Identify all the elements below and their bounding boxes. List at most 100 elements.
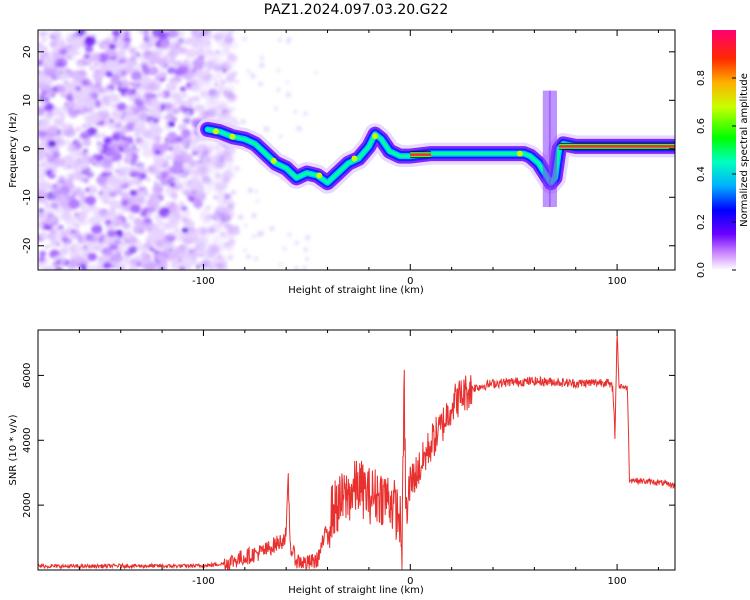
noise-blob	[75, 211, 88, 222]
noise-blob	[188, 37, 200, 46]
noise-blob	[48, 148, 53, 152]
noise-blob	[216, 185, 223, 191]
noise-blob	[58, 48, 68, 56]
noise-blob	[79, 94, 88, 101]
ridge-hotspot	[229, 133, 236, 140]
noise-blob	[219, 221, 224, 226]
noise-blob	[246, 69, 251, 74]
noise-blob	[112, 262, 121, 270]
noise-blob	[251, 234, 256, 239]
noise-blob	[72, 166, 80, 173]
y-tick-label: 6000	[22, 363, 33, 388]
noise-blob	[222, 93, 227, 98]
noise-blob	[178, 266, 186, 270]
noise-blob	[62, 243, 67, 248]
noise-blob	[153, 181, 159, 186]
noise-blob	[249, 73, 256, 79]
noise-blob	[204, 251, 209, 256]
noise-blob	[128, 143, 135, 149]
y-tick-label: 10	[22, 94, 33, 107]
noise-blob	[130, 204, 141, 214]
noise-blob	[43, 94, 48, 98]
noise-blob	[224, 156, 232, 163]
noise-blob	[226, 252, 233, 258]
ridge-hotspot	[212, 128, 219, 135]
noise-blob	[227, 223, 233, 230]
noise-blob	[47, 66, 58, 76]
noise-blob	[151, 108, 163, 118]
noise-blob	[212, 78, 218, 83]
x-tick-label: -100	[192, 276, 215, 287]
noise-blob	[53, 157, 65, 167]
noise-blob	[181, 143, 188, 149]
noise-blob	[60, 185, 71, 195]
y-tick-label: 4000	[22, 428, 33, 453]
noise-blob	[212, 32, 222, 40]
noise-blob	[314, 70, 318, 75]
noise-blob	[214, 158, 220, 164]
noise-blob	[134, 147, 140, 153]
noise-blob	[222, 263, 227, 267]
noise-blob	[38, 181, 51, 192]
noise-blob	[212, 213, 221, 221]
noise-blob	[204, 30, 212, 35]
noise-blob	[38, 30, 47, 38]
noise-blob	[136, 229, 141, 233]
noise-blob	[225, 56, 232, 62]
snr-x-ticks: -100 0 100	[37, 330, 659, 587]
noise-blob	[51, 250, 59, 257]
x-tick-label: 100	[608, 276, 627, 287]
noise-blob	[201, 233, 206, 238]
noise-blob	[111, 253, 123, 264]
noise-blob	[93, 75, 103, 84]
noise-blob	[56, 84, 66, 93]
noise-blob	[115, 245, 125, 253]
noise-blob	[285, 91, 292, 98]
noise-blob	[206, 68, 211, 73]
noise-blob	[38, 106, 46, 116]
noise-blob	[116, 239, 122, 245]
snr-frame	[37, 329, 676, 571]
noise-blob	[101, 94, 113, 104]
noise-blob	[157, 57, 168, 67]
noise-blob	[181, 205, 188, 211]
noise-blob	[179, 86, 187, 92]
noise-blob	[42, 55, 55, 66]
noise-blob	[55, 242, 61, 247]
noise-blob	[177, 47, 186, 55]
noise-blob	[187, 97, 194, 103]
noise-blob	[205, 77, 212, 83]
noise-blob	[42, 162, 47, 166]
noise-blob	[116, 102, 127, 111]
noise-blob	[59, 258, 67, 266]
noise-blob	[95, 40, 101, 45]
noise-blob	[72, 78, 77, 83]
noise-blob	[168, 146, 174, 151]
noise-blob	[64, 127, 76, 138]
noise-blob	[100, 193, 109, 200]
noise-blob	[71, 242, 82, 252]
noise-blob	[147, 36, 155, 42]
noise-blob	[121, 76, 127, 82]
noise-blob	[110, 103, 118, 110]
noise-blob	[99, 160, 105, 165]
noise-blob	[56, 37, 65, 44]
noise-blob	[121, 92, 126, 96]
noise-blob	[41, 83, 53, 92]
noise-blob	[111, 110, 122, 119]
noise-blob	[225, 229, 232, 234]
ridge-hotspot	[270, 157, 277, 164]
noise-blob	[128, 265, 139, 270]
noise-blob	[74, 150, 81, 156]
noise-blob	[159, 158, 167, 165]
noise-blob	[224, 170, 237, 181]
noise-blob	[246, 253, 252, 260]
noise-blob	[82, 139, 92, 147]
noise-blob	[140, 109, 147, 115]
noise-blob	[254, 256, 259, 261]
noise-blob	[123, 31, 129, 36]
noise-blob	[39, 100, 47, 107]
noise-blob	[38, 129, 47, 138]
noise-blob	[152, 267, 157, 270]
noise-blob	[80, 205, 92, 215]
